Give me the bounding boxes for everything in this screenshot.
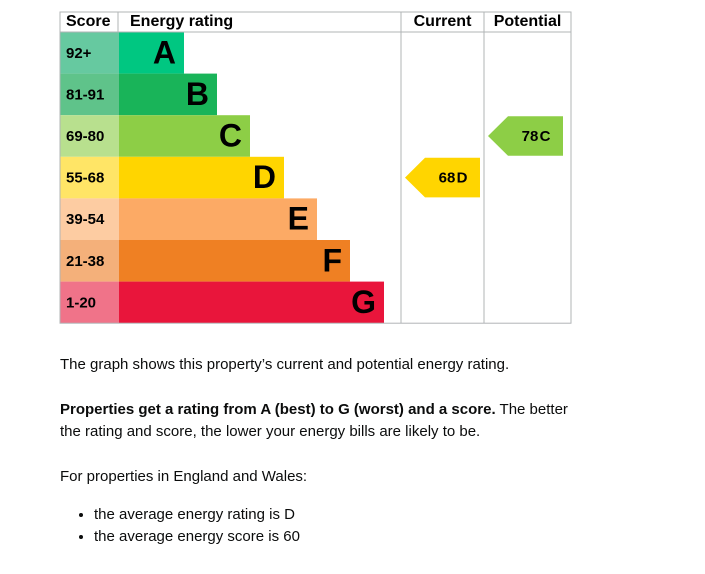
rating-letter: G [351, 284, 376, 320]
rating-letter: B [186, 76, 209, 112]
current-arrow [405, 157, 480, 198]
score-label: 1-20 [66, 294, 96, 311]
rating-letter: A [153, 34, 176, 70]
rating-bar [119, 115, 250, 157]
bullets: the average energy rating is D the avera… [60, 504, 584, 548]
score-cell [60, 240, 119, 282]
bullet: the average energy score is 60 [94, 526, 584, 548]
rating-letter: D [253, 159, 276, 195]
table-border [59, 11, 572, 324]
rating-rest: The better the rating and score, the low… [60, 401, 568, 440]
score-cell [60, 115, 119, 157]
potential-letter: C [540, 128, 551, 145]
rating-letter: F [322, 242, 342, 278]
score-cell [60, 32, 119, 74]
intro: The graph shows this property’s current … [60, 356, 510, 373]
score-label: 21-38 [66, 253, 104, 270]
rating-letter: C [219, 117, 242, 153]
rating-bar [119, 156, 284, 199]
rating-bar [119, 73, 217, 116]
score-label: 92+ [66, 45, 92, 62]
score-cell [60, 281, 119, 324]
current-letter: D [457, 170, 468, 187]
rating-bar [119, 281, 384, 324]
rating-info: Properties get a rating from A (best) to… [60, 399, 580, 443]
rating-bar [119, 198, 317, 240]
rating-letter: E [288, 201, 309, 237]
column-header: Energy rating [130, 13, 233, 30]
score-cell [60, 198, 119, 240]
score-cell [60, 73, 119, 116]
epc-chart: 92+ A 81-91 B 69-80 C 55-68 D 39-54 E 21-38 F 1-20 G S… [59, 11, 572, 324]
rating-bar [119, 32, 184, 74]
column-header: Score [66, 13, 111, 30]
column-header: Current [414, 13, 472, 30]
current-score: 68 [439, 170, 456, 187]
score-label: 39-54 [66, 211, 105, 228]
score-cell [60, 156, 119, 199]
rating-bold: Properties get a rating from A (best) to… [60, 401, 496, 418]
column-header: Potential [494, 13, 562, 30]
score-label: 69-80 [66, 128, 104, 145]
score-label: 81-91 [66, 86, 104, 103]
bullet: the average energy rating is D [94, 504, 584, 526]
score-label: 55-68 [66, 170, 104, 187]
potential-arrow [488, 116, 563, 156]
regions: For properties in England and Wales: [60, 468, 308, 485]
potential-score: 78 [522, 128, 539, 145]
rating-bar [119, 240, 350, 282]
